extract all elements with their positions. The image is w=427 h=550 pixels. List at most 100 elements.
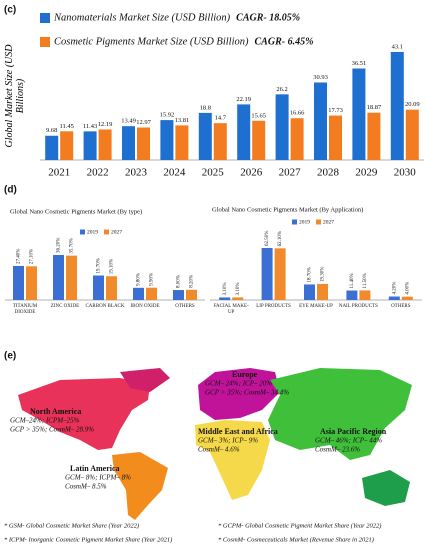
bar [219,297,231,300]
legend-label: 2027 [323,219,334,225]
x-tick-label: 2025 [202,167,225,179]
legend-label: Cosmetic Pigments Market Size (USD Billi… [54,36,249,47]
bar [175,125,189,160]
data-label: 35.70% [70,238,75,253]
region-name: Europe [232,370,258,379]
x-tick-label: 2023 [125,167,148,179]
data-label: 20.09 [405,101,420,108]
bar [26,266,37,300]
data-label: 12.19 [98,121,113,128]
europe [198,368,280,420]
data-label: 15.92 [160,112,175,119]
x-tick-label: NAIL PRODUCTS [338,304,378,309]
region-stat: CosmM– 4.6% [198,446,240,454]
data-label: 43.1 [392,43,403,50]
bar [232,297,244,300]
bar [274,248,286,300]
data-label: 11.43 [83,123,97,130]
x-tick-label: LIP PRODUCTS [256,304,291,309]
region-name: Latin America [70,464,120,473]
legend-label: 2027 [111,229,122,235]
data-label: 18.70% [308,267,313,282]
north-america [18,378,150,450]
bar [329,115,342,160]
footnote: * GCPM- Global Cosmetic Pigment Market S… [218,522,381,529]
legend-swatch [80,229,85,235]
x-tick-label: OTHERS [391,304,411,309]
bar [213,123,227,160]
region-stat: GCM– 24%; ICP– 20% [205,380,272,388]
bar [122,126,135,160]
panel-label: (d) [4,185,17,196]
x-tick-label: 2026 [240,167,263,179]
bar [106,276,117,300]
data-label: 3.10% [236,282,241,295]
x-tick-label: FACIAL MAKE-UP [213,304,249,315]
bar [53,255,64,300]
legend-swatch [104,229,109,235]
data-label: 4.00% [405,282,410,295]
bar [401,296,413,300]
x-tick-label: EYE MAKE-UP [299,304,333,309]
region-stat: GCM–24%; ICPM–25% [10,417,80,425]
chart-title: Global Nano Cosmetic Pigments Market (By… [10,208,142,215]
region-name: Middle East and Africa [198,427,278,436]
bar [237,104,251,160]
panel-label: (c) [4,5,16,16]
data-label: 4.20% [392,282,397,295]
world-map [18,368,412,520]
x-tick-label: 2024 [163,167,186,179]
data-label: 36.51 [352,60,367,67]
data-label: 8.20% [190,275,195,288]
data-label: 30.93 [313,74,328,81]
footnote: * GSM- Global Cosmetic Market Share (Yea… [4,522,139,529]
bar [405,109,419,160]
bar [390,52,404,160]
x-tick-label: TITANIUM DIOXIDE [12,304,38,315]
bar [275,94,289,160]
footnote: * ICPM- Inorganic Cosmetic Pigment Marke… [4,536,172,543]
data-label: 27.10% [30,249,35,264]
data-label: 19.70% [97,258,102,273]
x-tick-label: 2030 [394,167,417,179]
data-label: 11.45 [60,123,74,130]
y-axis-label: Global Market Size (USD Billions) [4,44,26,148]
bar [93,275,104,300]
bar [160,120,174,160]
data-label: 9.90% [150,273,155,286]
data-label: 13.49 [121,118,136,125]
x-tick-label: 2022 [87,167,109,179]
data-label: 62.50% [265,231,270,246]
legend-label: 2019 [299,219,310,225]
x-tick-label: CARBON BLACK [85,304,125,309]
bar [83,131,97,160]
data-label: 19.30% [321,267,326,282]
bar [66,255,77,300]
legend-label: Nanomaterials Market Size (USD Billion) [53,12,231,23]
region-name: Asia Pacific Region [320,427,387,436]
bar [352,68,366,160]
asia [268,368,412,460]
chart-title: Global Nano Cosmetic Pigments Market (By… [212,206,363,213]
legend-annotation: CAGR- 18.05% [236,12,300,23]
region-stat: GCM– 46%; ICP– 44% [315,437,382,445]
data-label: 15.65 [251,112,266,119]
greenland [120,368,170,392]
data-label: 17.73 [328,107,343,114]
x-tick-label: IRON OXIDE [130,304,160,309]
bar [13,265,24,300]
legend-swatch [40,13,50,23]
bar [359,290,371,300]
legend-annotation: CAGR- 6.45% [255,36,314,47]
bar [133,287,144,300]
data-label: 13.81 [175,117,190,124]
bar [261,248,273,300]
data-label: 36.20% [57,238,62,253]
latin-america [112,452,168,520]
region-stat: GCM– 8%; ICPM– 8% [65,474,131,482]
bar [290,118,304,160]
panel-label: (e) [4,351,16,362]
data-label: 11.40% [350,273,355,288]
